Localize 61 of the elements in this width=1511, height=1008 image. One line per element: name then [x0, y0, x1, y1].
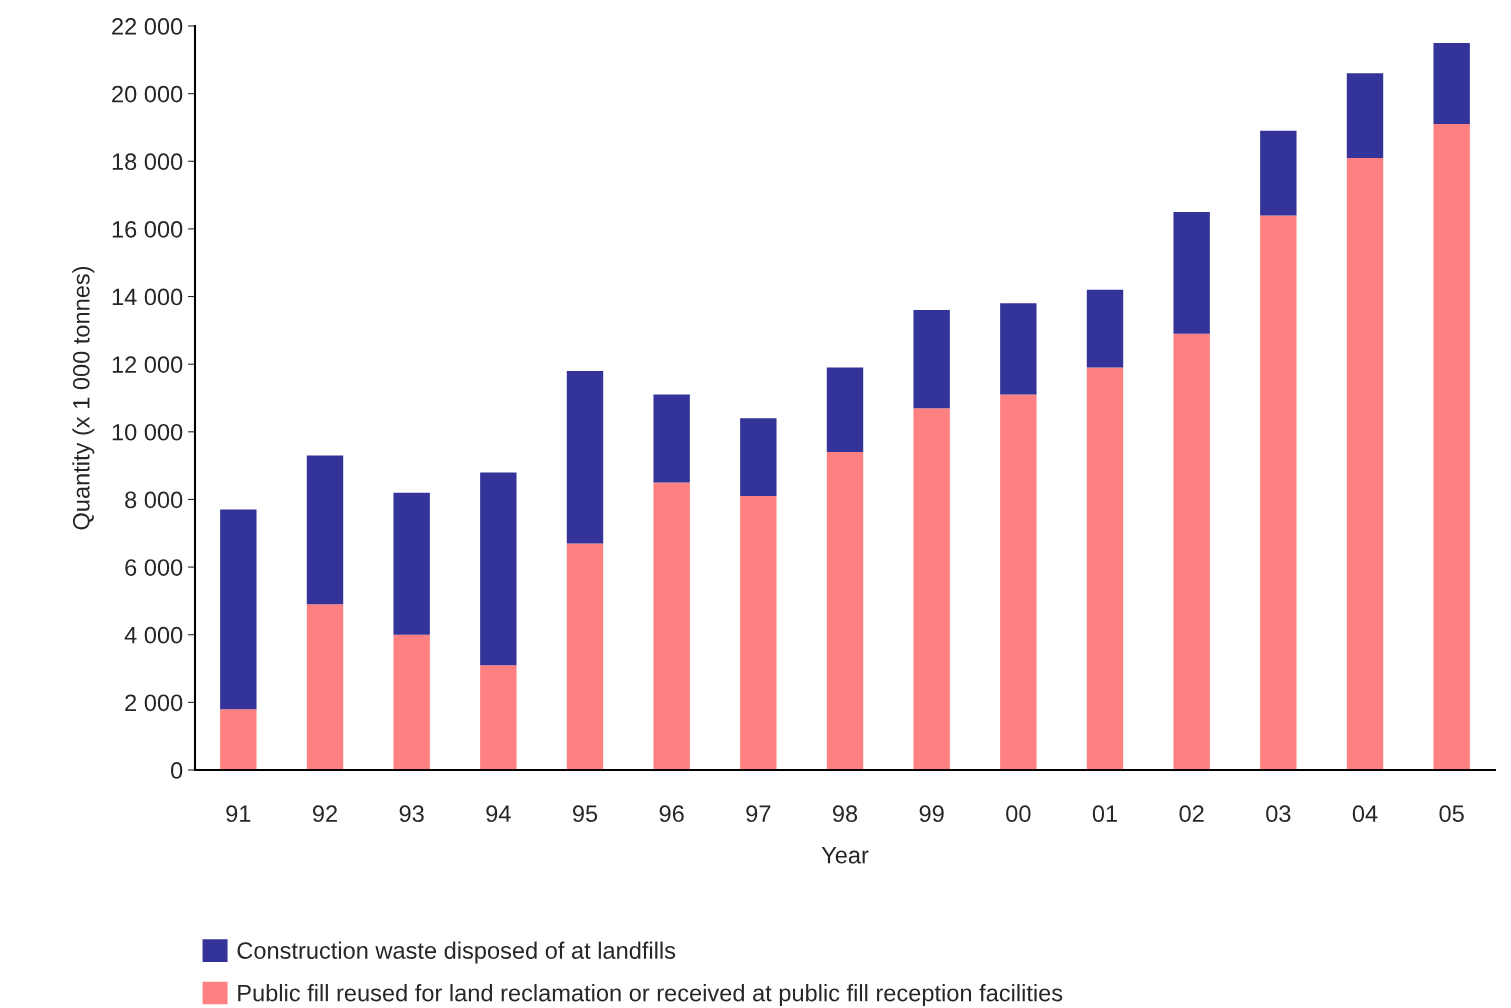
y-tick-label: 4 000 [124, 626, 183, 644]
x-tick-label: 93 [399, 805, 424, 823]
y-tick-label: 10 000 [112, 423, 183, 441]
y-tick-label: 12 000 [112, 356, 183, 373]
x-axis-title: Year [821, 847, 869, 864]
bar [393, 634, 430, 770]
x-tick-label: 05 [1439, 805, 1464, 823]
x-tick-label: 00 [1006, 805, 1031, 823]
bar [1000, 394, 1037, 770]
y-tick-label: 6 000 [125, 559, 183, 576]
bar [826, 367, 864, 453]
y-tick-label: 20 000 [112, 85, 183, 103]
bar [1433, 42, 1470, 125]
bar [480, 665, 517, 770]
bar [220, 509, 257, 710]
y-tick-label: 22 000 [112, 18, 183, 35]
x-tick-label: 97 [746, 805, 771, 823]
bar [480, 472, 517, 666]
bar [1346, 157, 1384, 770]
x-tick-label: 99 [919, 805, 944, 823]
y-tick-label: 18 000 [112, 153, 183, 171]
bar [220, 709, 257, 770]
y-tick-label: 2 000 [125, 694, 183, 712]
y-tick-label: 0 [170, 762, 183, 779]
legend-label: Public fill reused for land reclamation or received at public fill reception facilities [238, 984, 1063, 1007]
x-tick-label: 95 [572, 805, 598, 823]
bar [306, 455, 344, 605]
x-tick-label: 02 [1179, 805, 1204, 823]
x-tick-label: 91 [226, 805, 251, 823]
x-tick-label: 01 [1092, 805, 1117, 823]
bar [826, 452, 864, 770]
bar [913, 408, 950, 770]
bar [1086, 367, 1124, 770]
bar [1260, 130, 1297, 216]
bar [1086, 289, 1124, 368]
bar [740, 496, 777, 770]
x-tick-label: 96 [659, 805, 684, 823]
x-tick-label: 92 [312, 805, 337, 823]
bar [566, 370, 604, 544]
bar [1173, 333, 1210, 770]
bar [393, 492, 430, 635]
bar [1000, 303, 1037, 395]
y-axis-title: Quantity (x 1 000 tonnes) [72, 266, 95, 530]
y-tick-label: 16 000 [112, 220, 183, 238]
bar [566, 543, 604, 770]
bar [740, 418, 777, 497]
bar [1173, 212, 1210, 334]
bar [913, 310, 950, 409]
bar [306, 604, 344, 770]
bar [1433, 124, 1470, 770]
bar [653, 394, 690, 483]
legend-label: Construction waste disposed of at landfills [237, 941, 676, 964]
x-tick-label: 03 [1266, 805, 1291, 823]
x-tick-label: 98 [832, 805, 858, 823]
bar [1260, 215, 1297, 770]
y-tick-label: 8 000 [125, 491, 183, 509]
y-tick-label: 14 000 [112, 288, 183, 306]
x-tick-label: 04 [1352, 805, 1378, 823]
bar [1346, 73, 1384, 158]
x-tick-label: 94 [486, 805, 511, 823]
bar [653, 482, 690, 770]
